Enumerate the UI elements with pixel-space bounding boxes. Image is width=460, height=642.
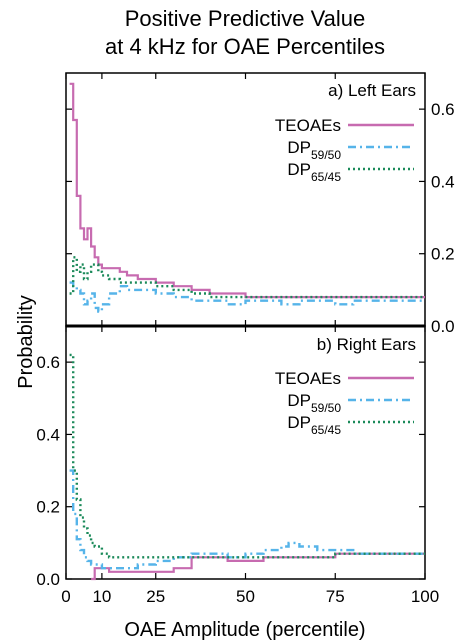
x-tick-label: 10 (92, 587, 111, 606)
x-axis-title: OAE Amplitude (percentile) (124, 619, 365, 641)
x-tick-label: 100 (411, 587, 439, 606)
chart-title-line-2: at 4 kHz for OAE Percentiles (105, 34, 385, 59)
legend-label: DP65/45 (287, 160, 341, 184)
x-tick-label: 0 (61, 587, 70, 606)
legend-label: TEOAEs (275, 369, 341, 388)
panel-left-ears: 0.0 0.2 0.4 0.6 a) Left Ears TEOAEs DP59/50D… (65, 72, 455, 336)
y-tick-label: 0.6 (36, 353, 60, 372)
x-tick-label: 75 (326, 587, 345, 606)
x-tick-label: 50 (236, 587, 255, 606)
panel-left-ears-frame (65, 72, 426, 327)
x-tick-label: 25 (146, 587, 165, 606)
y-tick-label: 0.2 (431, 245, 455, 264)
panel-right-ears-label: b) Right Ears (317, 335, 416, 354)
legend-label: DP59/50 (287, 138, 341, 162)
y-tick-label: 0.6 (431, 100, 455, 119)
legend-label: TEOAEs (275, 116, 341, 135)
series-line-dp65-45 (69, 353, 425, 559)
y-tick-label: 0.0 (36, 570, 60, 589)
series-line-dp59-50 (69, 281, 425, 313)
panel-left-ears-series (69, 82, 425, 313)
x-tick-labels: 0 10 25 50 75 100 (61, 587, 439, 606)
series-line-teoaes (69, 82, 425, 299)
y-axis-title: Probability (15, 295, 37, 388)
panel-right-ears-ticks: 0.0 0.2 0.4 0.6 (36, 326, 426, 589)
y-tick-label: 0.2 (36, 498, 60, 517)
y-tick-label: 0.4 (36, 425, 60, 444)
y-tick-label: 0.4 (431, 172, 455, 191)
chart-title-line-1: Positive Predictive Value (125, 6, 366, 31)
panel-right-ears-frame (65, 325, 426, 580)
legend-label: DP65/45 (287, 413, 341, 437)
series-line-dp65-45 (69, 256, 425, 299)
legend-label: DP59/50 (287, 391, 341, 415)
panel-right-ears-series (69, 353, 425, 581)
y-tick-label: 0.0 (431, 317, 455, 336)
panel-right-ears: 0.0 0.2 0.4 0.6 b) Right Ears TEOAEs DP59/50… (36, 325, 426, 589)
panel-left-ears-label: a) Left Ears (328, 81, 416, 100)
